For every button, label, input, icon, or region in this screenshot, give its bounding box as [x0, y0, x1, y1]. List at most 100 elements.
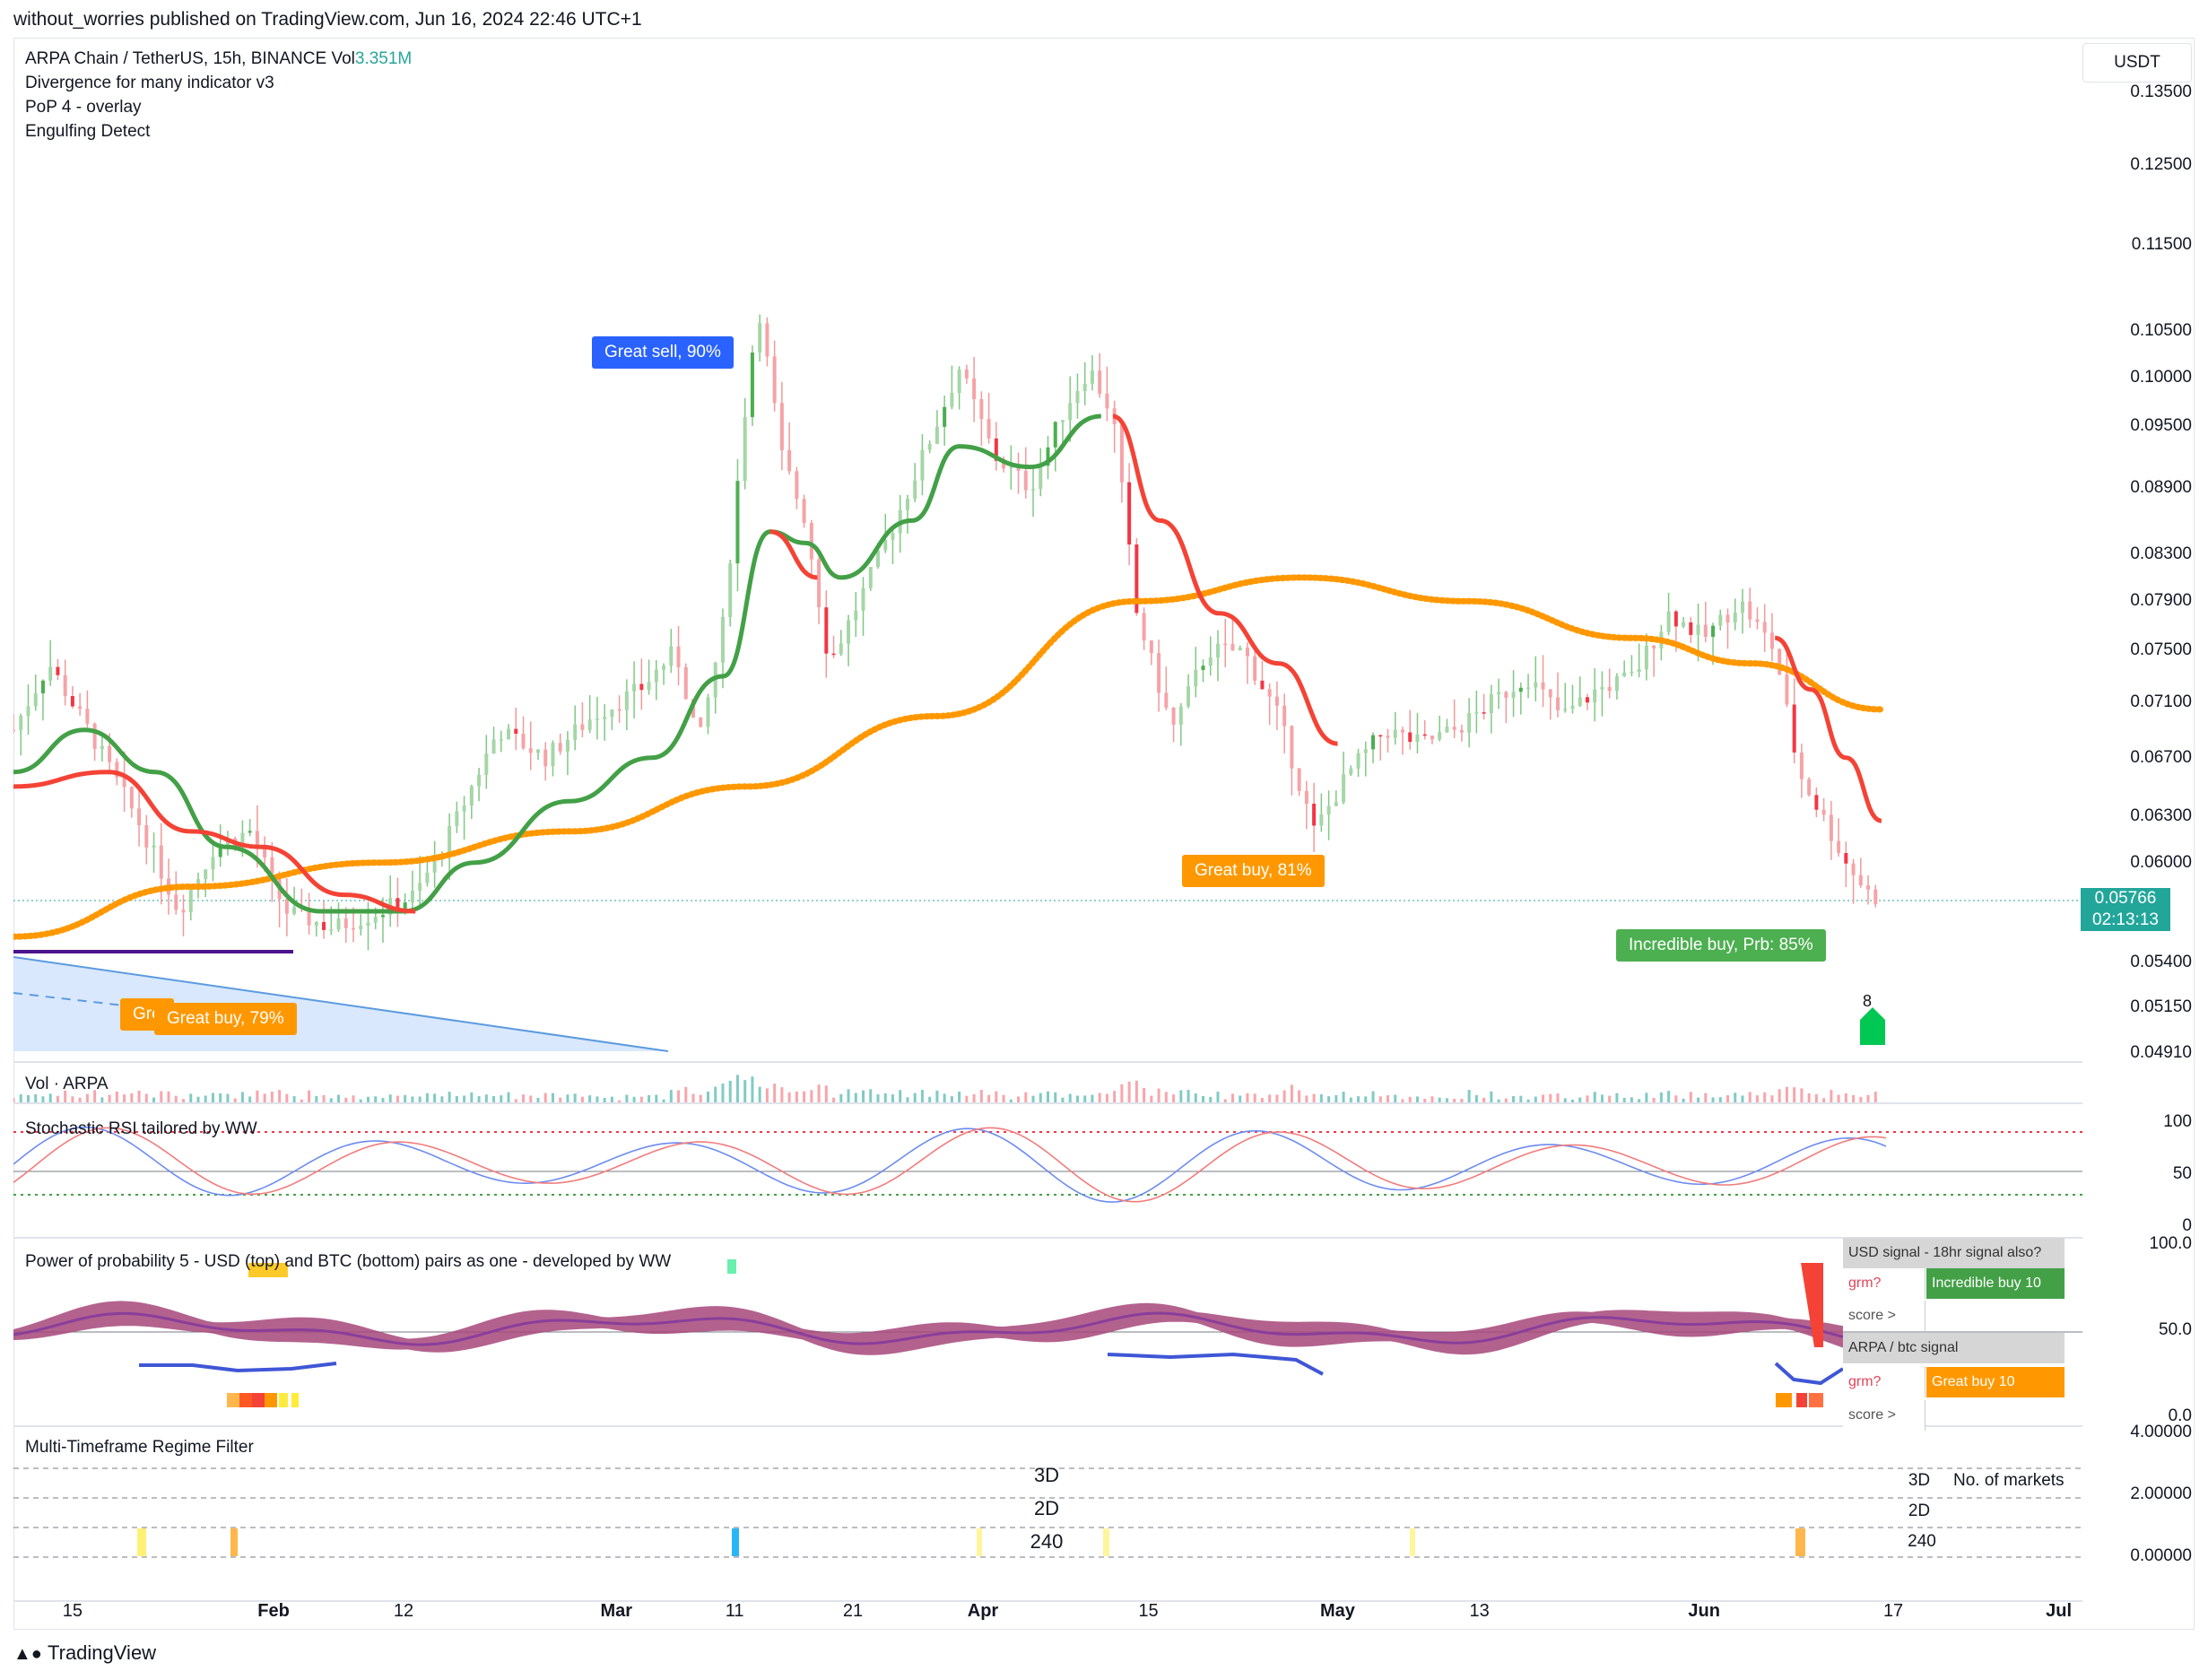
volume-bar: [1378, 1096, 1382, 1102]
candle-body: [1253, 656, 1257, 681]
volume-bar: [1275, 1094, 1279, 1102]
price-tick: 0.06000: [2130, 852, 2192, 872]
candle-body: [543, 749, 548, 767]
volume-bar: [743, 1080, 747, 1102]
candle-body: [1518, 687, 1523, 692]
volume-bar: [735, 1075, 739, 1102]
chart-frame: [13, 38, 2195, 1630]
candle-body: [610, 709, 614, 718]
time-tick: Mar: [600, 1601, 633, 1621]
stoch-k-line: [13, 1126, 1887, 1203]
candle-body: [1342, 774, 1346, 803]
great-sell-label: Great sell, 90%: [592, 336, 734, 369]
vol-pane-title[interactable]: Vol · ARPA: [25, 1075, 109, 1093]
candle-body: [1046, 447, 1050, 466]
volume-bar: [795, 1091, 798, 1102]
price-tick: 0.05400: [2130, 953, 2192, 972]
volume-bar: [404, 1094, 407, 1102]
volume-bar: [655, 1094, 658, 1102]
volume-bar: [1298, 1090, 1301, 1102]
volume-bar: [100, 1097, 104, 1102]
candle-body: [758, 323, 762, 353]
legend-indicator-2[interactable]: PoP 4 - overlay: [25, 98, 142, 117]
price-tick: 0.07500: [2130, 640, 2192, 660]
candle-body: [26, 706, 30, 717]
volume-bar: [1600, 1094, 1604, 1102]
volume-bar: [1209, 1096, 1213, 1102]
volume-bar: [1120, 1084, 1124, 1102]
candle-body: [1733, 612, 1737, 622]
volume-bar: [1822, 1098, 1826, 1102]
candle-body: [528, 748, 533, 753]
volume-bar: [1039, 1092, 1042, 1102]
volume-bar: [1349, 1097, 1352, 1102]
volume-bar: [1268, 1094, 1272, 1102]
volume-bar: [56, 1095, 59, 1102]
volume-bar: [1357, 1096, 1360, 1102]
time-tick: Jul: [2046, 1601, 2073, 1621]
candle-body: [1201, 666, 1205, 670]
volume-bar: [573, 1093, 577, 1102]
price-tick: 0.08900: [2130, 478, 2192, 498]
candle-body: [352, 927, 356, 930]
volume-bar: [869, 1089, 873, 1102]
candle-body: [603, 717, 607, 719]
volume-bar: [425, 1092, 429, 1102]
volume-bar: [1652, 1097, 1656, 1102]
volume-bar: [337, 1094, 341, 1102]
price-chart[interactable]: [13, 38, 2082, 1604]
current-price-badge: 0.05766 02:13:13: [2081, 888, 2170, 931]
volume-bar: [987, 1094, 991, 1102]
volume-bar: [352, 1095, 355, 1102]
candle-body: [1334, 802, 1338, 806]
price-unit-button[interactable]: USDT: [2082, 43, 2192, 83]
volume-bar: [758, 1086, 761, 1102]
volume-bar: [1622, 1097, 1626, 1102]
volume-bar: [1194, 1093, 1197, 1102]
volume-bar: [1061, 1097, 1065, 1102]
legend-indicator-1[interactable]: Divergence for many indicator v3: [25, 74, 274, 92]
candle-body: [1142, 613, 1146, 641]
price-tick: 0.13500: [2130, 82, 2192, 101]
stoch-tick-50: 50: [2172, 1164, 2192, 1183]
candle-body: [292, 907, 297, 914]
candle-body: [1600, 686, 1604, 690]
candle-body: [115, 762, 119, 778]
volume-bar: [160, 1091, 163, 1102]
price-tick: 0.10500: [2130, 321, 2192, 341]
candle-body: [795, 471, 799, 500]
volume-bar: [595, 1096, 599, 1102]
candle-body: [772, 356, 777, 404]
candle-body: [1060, 420, 1065, 422]
chart-legend[interactable]: ARPA Chain / TetherUS, 15h, BINANCE Vol3…: [25, 47, 412, 144]
volume-bar: [1172, 1094, 1176, 1102]
btc-score-cell: score >: [1843, 1400, 1925, 1431]
pop-pane-title[interactable]: Power of probability 5 - USD (top) and B…: [25, 1252, 672, 1271]
candle-body: [270, 857, 274, 874]
volume-bar: [1734, 1092, 1737, 1102]
volume-bar: [1704, 1092, 1708, 1102]
price-tick: 0.07100: [2130, 692, 2192, 712]
candle-body: [1452, 727, 1456, 730]
volume-bar: [85, 1093, 89, 1102]
red-ma-line: [13, 413, 1882, 914]
stoch-pane-title[interactable]: Stochastic RSI tailored by WW: [25, 1119, 257, 1138]
volume-bar: [1549, 1093, 1552, 1102]
candle-body: [735, 481, 740, 564]
candle-body: [1393, 729, 1397, 738]
tradingview-logo[interactable]: ▲● TradingView: [13, 1641, 156, 1665]
candle-body: [927, 443, 932, 450]
candle-body: [432, 856, 437, 873]
time-tick: 17: [1882, 1601, 1904, 1621]
candle-body: [1245, 648, 1249, 657]
volume-bar: [1534, 1096, 1537, 1102]
candle-body: [19, 716, 23, 730]
candle-body: [987, 419, 991, 439]
candle-body: [1134, 544, 1139, 614]
regime-pane-title[interactable]: Multi-Timeframe Regime Filter: [25, 1438, 254, 1457]
volume-bar: [536, 1097, 540, 1102]
legend-indicator-3[interactable]: Engulfing Detect: [25, 122, 151, 141]
signal-marker-8[interactable]: [1860, 1007, 1885, 1045]
candle-body: [595, 718, 599, 720]
volume-bar: [315, 1095, 318, 1102]
